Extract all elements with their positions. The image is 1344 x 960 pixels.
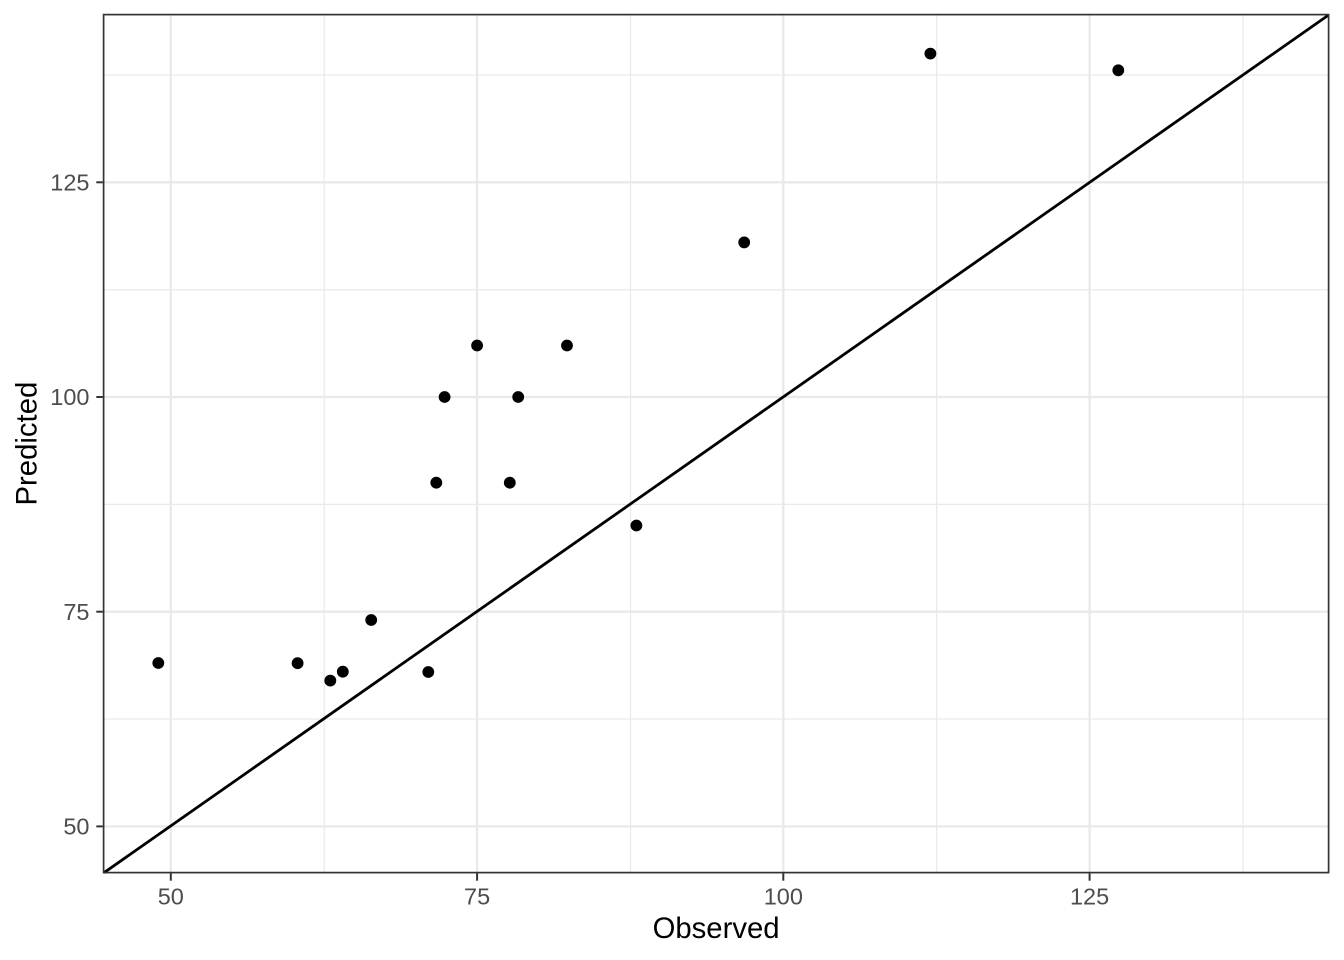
svg-text:125: 125	[50, 170, 89, 196]
svg-text:100: 100	[50, 384, 89, 410]
svg-text:50: 50	[63, 814, 89, 840]
svg-text:Predicted: Predicted	[11, 382, 44, 506]
svg-text:75: 75	[63, 599, 89, 625]
svg-text:125: 125	[1070, 883, 1109, 909]
svg-text:Observed: Observed	[653, 912, 780, 945]
svg-text:75: 75	[464, 883, 490, 909]
svg-text:50: 50	[158, 883, 184, 909]
svg-text:100: 100	[764, 883, 803, 909]
